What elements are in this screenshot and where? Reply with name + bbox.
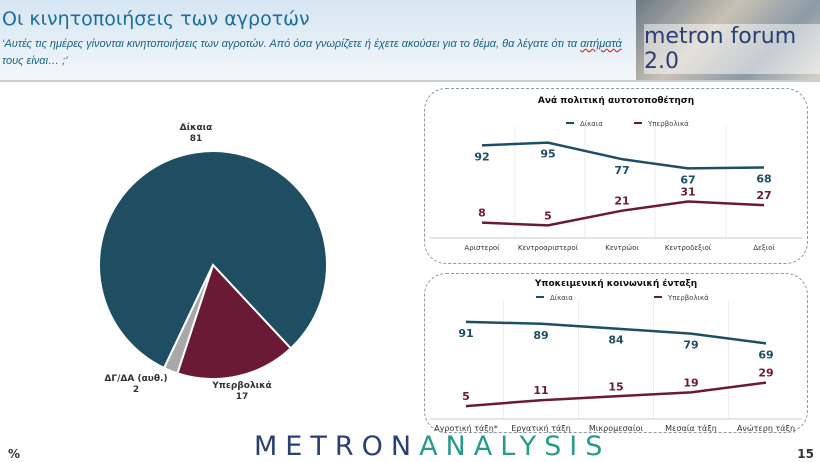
legend-label: Δίκαια [550, 294, 573, 302]
brand-metron: METRON [254, 431, 420, 462]
unit-label: % [8, 447, 21, 461]
pie-value: 81 [190, 134, 203, 144]
series-line [481, 141, 765, 170]
survey-question: ‘Αυτές τις ημέρες γίνονται κινητοποιήσει… [2, 36, 628, 70]
line-chart-social: Υποκειμενική κοινωνική ένταξη Δίκαια 91 89 8… [430, 278, 802, 433]
data-label: 8 [478, 207, 486, 220]
pie-value: 2 [133, 385, 139, 395]
pie-slice [162, 264, 214, 375]
legend-label: Υπερβολικά [667, 294, 709, 302]
data-label: 77 [614, 164, 629, 177]
data-label: 92 [474, 150, 489, 163]
data-label: 31 [680, 185, 695, 198]
pie-slice [98, 150, 328, 370]
data-label: 79 [683, 339, 698, 352]
data-label: 27 [756, 189, 771, 202]
category-label: Μικρομεσαίοι [589, 424, 644, 433]
data-label: 95 [540, 148, 555, 161]
data-label: 29 [758, 367, 773, 380]
slide-header: Οι κινητοποιήσεις των αγροτών ‘Αυτές τις… [0, 0, 820, 82]
data-label: 11 [533, 384, 548, 397]
data-label: 67 [680, 173, 695, 186]
data-label: 89 [533, 329, 548, 342]
data-label: 91 [458, 327, 473, 340]
logo-text: metron forum 2.0 [644, 24, 820, 74]
question-text-a: ‘Αυτές τις ημέρες γίνονται κινητοποιήσει… [2, 38, 581, 50]
series-line [465, 320, 767, 345]
data-label: 69 [758, 348, 773, 361]
chart-title: Ανά πολιτική αυτοτοποθέτηση [538, 95, 694, 106]
pie-slice [176, 263, 293, 380]
category-label: Εργατική τάξη [511, 424, 571, 433]
page-number: 15 [797, 447, 814, 461]
question-text-b: τους είναι… ;’ [2, 55, 68, 67]
category-label: Κεντροδεξιοί [665, 244, 712, 252]
brand-analysis: ANALYSIS [419, 431, 611, 462]
data-label: 19 [683, 376, 698, 389]
pie-label: Δίκαια [180, 122, 213, 133]
data-label: 84 [608, 334, 624, 347]
question-text-underlined: αιτήματά [580, 38, 622, 50]
line-chart-political: Ανά πολιτική αυτοτοποθέτηση Δίκαια 92 95 77 6… [430, 95, 802, 252]
series-line [465, 381, 767, 408]
metron-analysis-logo: METRONANALYSIS [254, 432, 610, 462]
category-label: Κεντροαριστεροί [518, 244, 579, 252]
data-label: 5 [462, 390, 470, 403]
data-label: 21 [614, 195, 629, 208]
category-label: Αγροτική τάξη* [434, 424, 498, 433]
chart-title: Υποκειμενική κοινωνική ένταξη [534, 278, 697, 289]
metron-forum-logo: metron forum 2.0 [636, 0, 820, 80]
category-label: Δεξιοί [753, 244, 775, 252]
data-label: 15 [608, 380, 623, 393]
slide-title: Οι κινητοποιήσεις των αγροτών [2, 8, 310, 30]
category-label: Μεσαία τάξη [665, 424, 717, 433]
pie-label: Υπερβολικά [211, 381, 272, 391]
series-line [481, 200, 765, 227]
pie-label: ΔΓ/ΔΑ (αυθ.) [104, 374, 167, 384]
social-panel [424, 273, 808, 433]
legend-label: Δίκαια [580, 120, 603, 128]
category-label: Κεντρώοι [605, 244, 639, 252]
category-label: Ανώτερη τάξη [737, 423, 795, 433]
data-label: 68 [756, 172, 771, 185]
political-panel [424, 88, 808, 264]
pie-value: 17 [236, 392, 249, 402]
category-label: Αριστεροί [464, 244, 500, 252]
data-label: 5 [544, 209, 552, 222]
legend-label: Υπερβολικά [647, 120, 689, 128]
